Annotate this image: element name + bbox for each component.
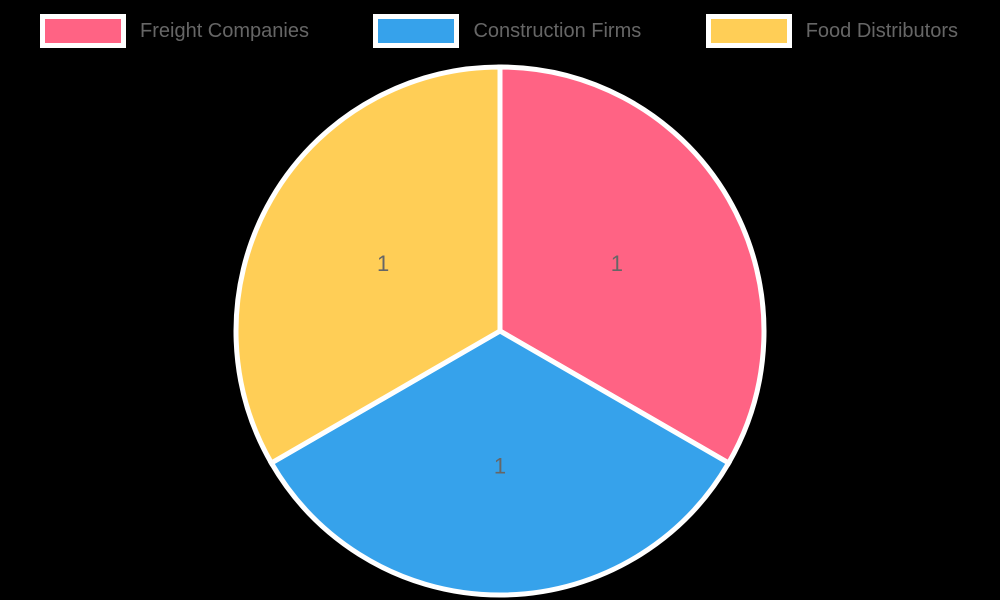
legend-label-freight-companies: Freight Companies (140, 19, 309, 42)
legend-label-food-distributors: Food Distributors (805, 19, 958, 42)
pie-slice-food-distributors[interactable] (233, 64, 503, 467)
pie-slice-construction-firms[interactable] (267, 328, 733, 598)
pie-slice-freight-companies[interactable] (497, 64, 767, 467)
slice-value-label: 1 (611, 251, 623, 276)
legend-swatch-construction-firms (373, 14, 460, 48)
legend-item-food-distributors[interactable]: Food Distributors (705, 14, 958, 48)
legend-label-construction-firms: Construction Firms (473, 19, 642, 42)
legend-item-freight-companies[interactable]: Freight Companies (40, 14, 309, 48)
chart-legend: Freight Companies Construction Firms Foo… (40, 14, 958, 48)
slice-value-label: 1 (494, 454, 506, 479)
legend-swatch-food-distributors (705, 14, 792, 48)
slice-value-label: 1 (377, 251, 389, 276)
legend-swatch-freight-companies (40, 14, 126, 48)
legend-item-construction-firms[interactable]: Construction Firms (373, 14, 641, 48)
